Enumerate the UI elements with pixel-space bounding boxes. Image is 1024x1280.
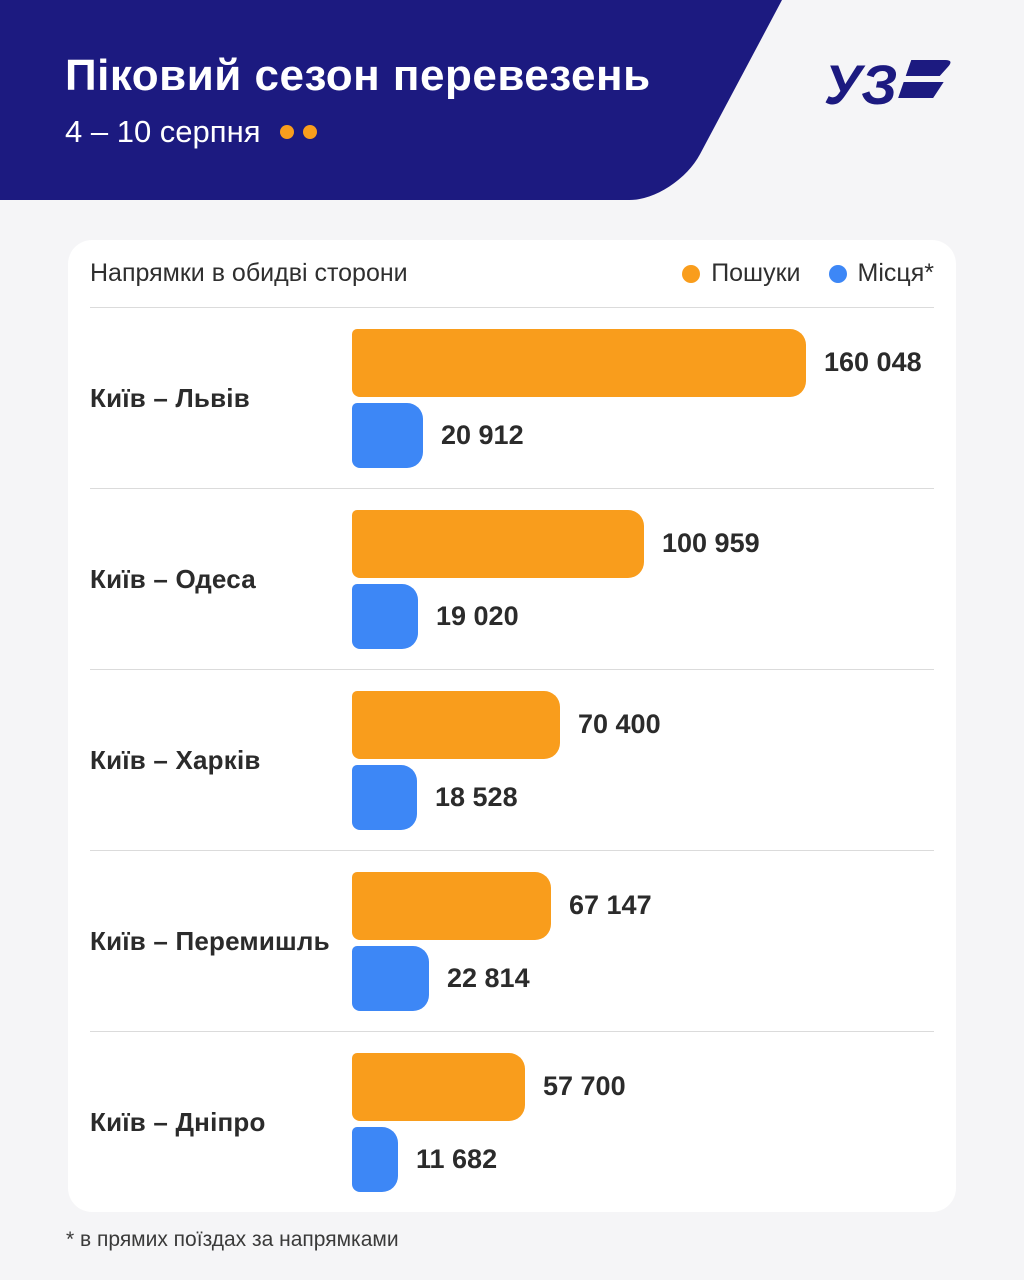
seats-value: 18 528 xyxy=(435,781,518,812)
page-title: Піковий сезон перевезень xyxy=(65,51,651,100)
chart-rows: Київ – Львів 160 048 20 912 Київ – Одеса… xyxy=(90,308,934,1212)
uz-logo: УЗ xyxy=(808,52,958,116)
seats-bar xyxy=(352,402,423,468)
searches-bar xyxy=(352,690,560,759)
footnote: * в прямих поїздах за напрямками xyxy=(66,1228,399,1251)
legend-item-seats: Місця* xyxy=(828,259,934,288)
searches-value: 70 400 xyxy=(578,709,661,739)
seats-legend-dot-icon xyxy=(828,264,847,283)
chart-row: Київ – Одеса 100 959 19 020 xyxy=(90,488,934,669)
uz-logo-letters: УЗ xyxy=(824,53,897,116)
searches-value: 160 048 xyxy=(824,347,922,377)
route-label: Київ – Одеса xyxy=(90,563,256,594)
legend: Пошуки Місця* xyxy=(682,259,934,288)
searches-bar xyxy=(352,509,644,578)
subtitle-dot-icon xyxy=(280,125,295,140)
searches-bar xyxy=(352,871,551,940)
legend-label-searches: Пошуки xyxy=(711,259,801,287)
route-label: Київ – Харків xyxy=(90,744,261,775)
seats-bar xyxy=(352,583,418,649)
seats-value: 19 020 xyxy=(436,600,519,631)
subtitle-dot-icon xyxy=(303,125,318,140)
route-label: Київ – Дніпро xyxy=(90,1106,266,1137)
legend-label-seats: Місця* xyxy=(857,259,934,287)
header-banner: Піковий сезон перевезень 4 – 10 серпня У… xyxy=(0,0,1024,210)
chart-row: Київ – Перемишль 67 147 22 814 xyxy=(90,850,934,1031)
seats-value: 20 912 xyxy=(441,419,524,450)
page-subtitle: 4 – 10 серпня xyxy=(65,114,261,150)
chart-row: Київ – Львів 160 048 20 912 xyxy=(90,308,934,488)
chart-row: Київ – Дніпро 57 700 11 682 xyxy=(90,1031,934,1212)
uz-logo-stripes xyxy=(898,60,951,98)
chart-row: Київ – Харків 70 400 18 528 xyxy=(90,669,934,850)
searches-value: 100 959 xyxy=(662,528,760,558)
searches-value: 57 700 xyxy=(543,1071,626,1101)
searches-bar xyxy=(352,1052,525,1121)
seats-value: 22 814 xyxy=(447,962,530,993)
route-label: Київ – Львів xyxy=(90,382,250,413)
seats-bar xyxy=(352,945,429,1011)
route-label: Київ – Перемишль xyxy=(90,925,330,956)
searches-legend-dot-icon xyxy=(682,264,701,283)
seats-value: 11 682 xyxy=(416,1143,498,1174)
legend-item-searches: Пошуки xyxy=(682,259,801,288)
chart-caption: Напрямки в обидві сторони xyxy=(90,259,408,287)
seats-bar xyxy=(352,1126,398,1192)
searches-bar xyxy=(352,328,806,397)
chart-card: Напрямки в обидві сторони Пошуки Місця* … xyxy=(68,240,956,1212)
searches-value: 67 147 xyxy=(569,890,652,920)
seats-bar xyxy=(352,764,417,830)
